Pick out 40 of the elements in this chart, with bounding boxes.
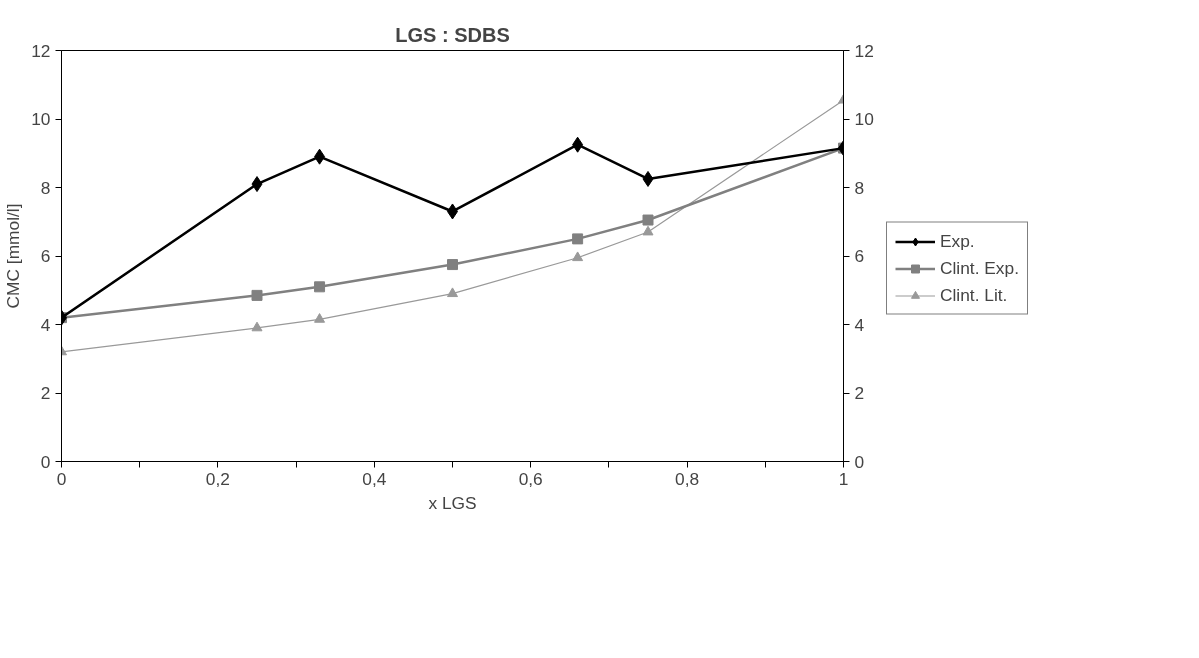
x-tick-label: 1 [838, 468, 849, 489]
point [572, 251, 584, 262]
y2-tick-label: 12 [854, 40, 874, 61]
y-tick-label: 2 [40, 383, 51, 403]
y2-tick-label: 8 [854, 177, 865, 198]
point [251, 321, 263, 332]
y-tick-label: 10 [31, 109, 51, 129]
point [251, 176, 263, 193]
y-axis-title: CMC [mmol/l] [3, 203, 24, 309]
y-tick-label: 8 [40, 177, 51, 198]
y-tick-label: 6 [40, 246, 51, 266]
x-tick-label: 0,4 [362, 468, 387, 489]
point [642, 214, 654, 226]
point [572, 136, 584, 153]
point [314, 148, 326, 165]
legend-label: Clint. Lit. [940, 284, 1008, 306]
legend-label: Clint. Exp. [940, 257, 1019, 279]
point [447, 259, 458, 271]
point [642, 225, 654, 236]
y-tick-label: 12 [31, 40, 51, 61]
x-axis-title: x LGS [428, 492, 477, 513]
point [251, 289, 263, 301]
y2-tick-label: 4 [854, 314, 865, 335]
y2-tick-label: 0 [854, 451, 865, 472]
x-tick-label: 0,2 [205, 468, 230, 489]
y2-tick-label: 2 [854, 383, 865, 403]
chart-title: LGS : SDBS [395, 23, 510, 46]
y-tick-label: 4 [40, 314, 51, 335]
point [447, 287, 458, 298]
legend-label: Exp. [940, 230, 975, 252]
y2-tick-label: 6 [854, 246, 865, 266]
y-tick-label: 0 [40, 451, 51, 472]
point [642, 170, 654, 187]
y2-tick-label: 10 [854, 109, 874, 129]
x-tick-label: 0,8 [675, 468, 700, 489]
point [314, 281, 326, 293]
point [572, 233, 584, 245]
x-tick-label: 0,6 [518, 468, 543, 489]
point [314, 313, 326, 323]
x-tick-label: 0 [56, 468, 67, 489]
